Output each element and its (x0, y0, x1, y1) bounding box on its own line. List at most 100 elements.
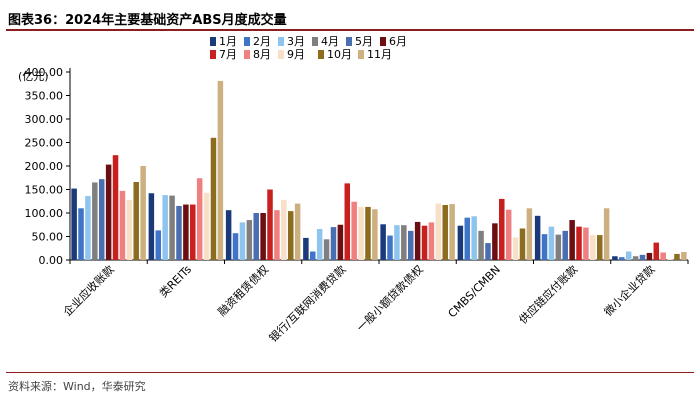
legend-item: 5月 (346, 35, 373, 48)
bar (330, 227, 337, 260)
bar (358, 206, 364, 260)
legend-swatch (346, 37, 352, 46)
legend-label: 3月 (287, 35, 305, 48)
y-tick-label: 350.00 (25, 90, 64, 103)
bar (667, 259, 673, 260)
bar (414, 221, 421, 260)
legend-item: 10月 (318, 48, 352, 61)
bar (457, 225, 464, 260)
bar (239, 222, 246, 260)
bar (583, 227, 589, 260)
bar (162, 195, 168, 260)
bar (612, 256, 618, 260)
bar (281, 199, 287, 260)
bar (294, 203, 301, 260)
x-tick-label: 类REITs (156, 262, 194, 300)
legend-swatch (318, 50, 324, 59)
legend-label: 6月 (389, 35, 407, 48)
bar (449, 204, 455, 260)
y-tick-label: 100.00 (25, 207, 64, 220)
x-tick-label: 微小企业贷款 (601, 262, 658, 319)
bar (569, 220, 575, 260)
bar (183, 204, 189, 260)
bar (519, 228, 526, 260)
legend-swatch (312, 37, 318, 46)
bar (660, 252, 666, 260)
bar (287, 211, 294, 260)
bar (653, 242, 660, 260)
bar (632, 256, 639, 260)
bar-series (126, 192, 673, 260)
legend-item: 9月 (278, 48, 305, 61)
bar (562, 230, 568, 260)
figure-title: 图表36：2024年主要基础资产ABS月度成交量 (8, 13, 287, 28)
bar (78, 208, 84, 260)
bar (526, 208, 533, 260)
bar (337, 224, 344, 260)
bar (274, 210, 280, 260)
bar (232, 233, 239, 260)
bar (576, 226, 582, 260)
legend-item: 4月 (312, 35, 339, 48)
bar (303, 237, 309, 260)
bar (133, 181, 139, 260)
bar (98, 179, 105, 260)
bar (681, 252, 687, 260)
bar (534, 215, 541, 260)
bar (155, 230, 162, 260)
bar (316, 228, 323, 260)
bar (442, 205, 448, 260)
legend-item: 7月 (210, 48, 237, 61)
bar (548, 226, 555, 260)
bar (169, 195, 175, 260)
bar-series (112, 155, 660, 260)
bar (267, 189, 273, 260)
y-tick-label: 250.00 (25, 137, 64, 150)
bar (246, 220, 253, 260)
x-tick-label: 银行/互联网消费贷款 (266, 262, 349, 345)
bar (176, 205, 182, 260)
bar (380, 224, 386, 260)
legend-label: 11月 (367, 48, 392, 61)
legend-label: 4月 (321, 35, 339, 48)
bar (555, 234, 562, 260)
bar (596, 235, 603, 260)
bar-series (105, 164, 653, 260)
bar (646, 252, 653, 260)
legend-label: 7月 (219, 48, 237, 61)
y-tick-label: 50.00 (32, 231, 64, 244)
legend-swatch (278, 50, 284, 59)
bar-series (133, 137, 680, 260)
legend-label: 9月 (287, 48, 305, 61)
bar (225, 210, 232, 260)
bar (71, 188, 77, 260)
bar-series (71, 188, 618, 260)
bar (253, 213, 259, 260)
bar (435, 203, 442, 260)
bar (401, 225, 407, 260)
bar (196, 178, 203, 260)
bar (421, 225, 428, 260)
legend-item: 6月 (380, 35, 407, 48)
legend-label: 8月 (253, 48, 271, 61)
legend-swatch (244, 37, 250, 46)
legend-swatch (210, 37, 216, 46)
bar (387, 235, 393, 260)
bar (105, 164, 112, 260)
x-tick-label: 一般小额贷款债权 (354, 262, 426, 334)
y-tick-label: 0.00 (39, 254, 64, 267)
bar (190, 204, 196, 260)
footer-rule (6, 372, 694, 373)
bar (407, 230, 414, 260)
y-tick-label: 150.00 (25, 184, 64, 197)
x-tick-label: CMBS/CMBN (446, 263, 503, 320)
bar (619, 257, 625, 260)
bar (603, 208, 610, 260)
legend: 1月 2月 3月 4月 5月 6月 7月 8月 9月 10月 11月 (210, 35, 407, 61)
bar (126, 199, 133, 260)
x-tick-label: 融资租赁债权 (215, 262, 272, 319)
bar (485, 243, 491, 260)
bar-series-group (71, 80, 687, 261)
bar (85, 196, 91, 260)
